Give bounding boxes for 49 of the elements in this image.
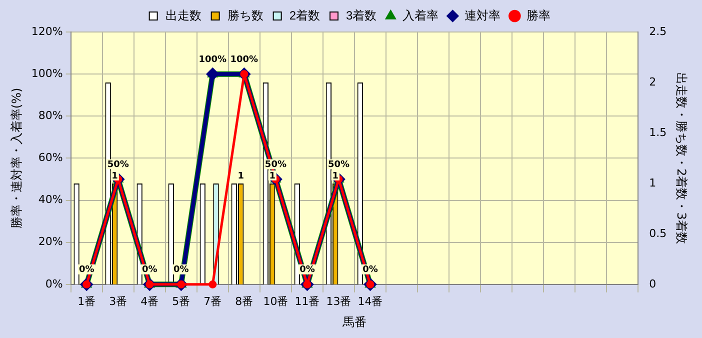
x-tick-label: 14番	[358, 294, 383, 308]
y-axis-title: 勝率・連対率・入着率(%)	[9, 88, 24, 229]
data-label: 0%	[300, 265, 315, 276]
data-label: 0%	[142, 265, 158, 276]
y-tick-label: 100%	[31, 66, 63, 80]
x-tick-label: 1番	[78, 294, 96, 308]
y-tick-label: 60%	[38, 151, 63, 164]
legend-label: 2着数	[289, 8, 320, 22]
y2-tick-label: 1.5	[649, 126, 667, 139]
data-label: 1	[332, 171, 339, 182]
x-tick-label: 10番	[263, 294, 288, 308]
point	[208, 280, 217, 288]
y-tick-label: 80%	[38, 108, 63, 122]
legend-label: 勝ち数	[227, 8, 264, 22]
data-label: 100%	[230, 54, 258, 65]
x-tick-label: 13番	[326, 294, 352, 308]
point	[206, 68, 220, 81]
x-tick-label: 4番	[140, 294, 159, 308]
data-label: 0%	[78, 265, 94, 276]
y-tick-label: 20%	[38, 235, 63, 248]
legend-label: 勝率	[526, 8, 551, 22]
x-axis-title: 馬番	[341, 314, 366, 329]
data-label: 1	[238, 171, 244, 182]
data-label: 50%	[264, 160, 286, 170]
y2-tick-label: 2.5	[649, 24, 667, 38]
y-tick-label: 120%	[31, 24, 63, 38]
legend-label: 出走数	[165, 8, 202, 22]
legend-label: 入着率	[402, 8, 439, 22]
x-tick-label: 5番	[172, 294, 190, 308]
data-label: 50%	[107, 160, 129, 170]
y2-tick-label: 1	[649, 176, 656, 190]
x-tick-label: 11番	[294, 294, 320, 308]
legend-label: 3着数	[346, 8, 377, 22]
legend-label: 連対率	[464, 8, 501, 22]
data-label: 0%	[362, 265, 378, 276]
data-label: 0%	[174, 265, 189, 276]
y-tick-label: 40%	[38, 193, 63, 206]
y2-tick-label: 0.5	[649, 226, 667, 240]
y2-axis-title: 出走数・勝ち数・2着数・3着数	[674, 72, 689, 244]
y-tick-label: 0%	[45, 277, 63, 290]
data-label: 50%	[328, 160, 350, 170]
data-label: 100%	[198, 54, 227, 65]
data-label: 1	[269, 171, 276, 182]
x-tick-label: 8番	[235, 294, 254, 308]
x-tick-label: 7番	[204, 294, 222, 308]
data-label: 1	[112, 171, 118, 182]
y2-tick-label: 2	[649, 75, 656, 88]
y2-tick-label: 0	[649, 277, 656, 290]
x-tick-label: 3番	[109, 294, 128, 308]
